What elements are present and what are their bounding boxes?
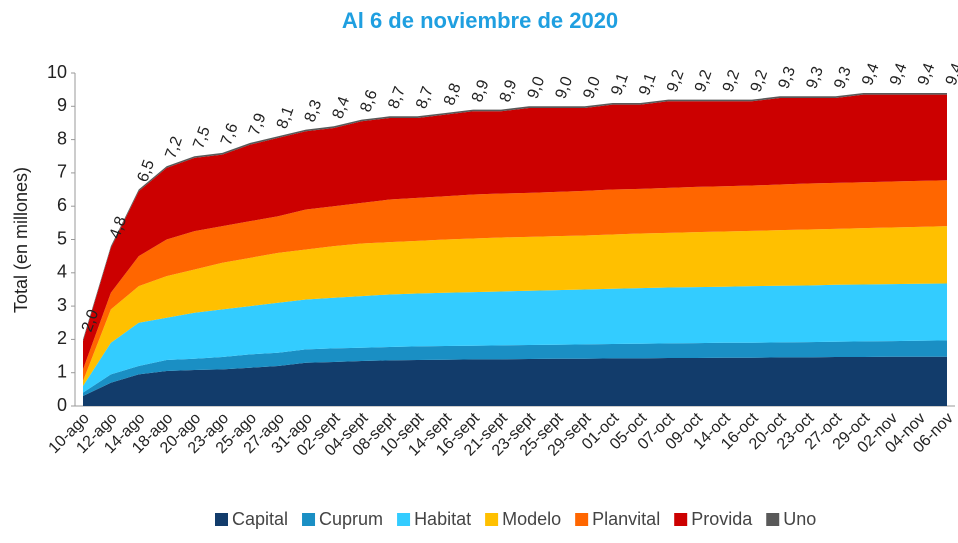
legend-swatch: [674, 513, 688, 526]
total-label: 9,3: [776, 64, 800, 91]
y-tick-label: 2: [57, 328, 67, 348]
total-label: 4,8: [107, 214, 131, 241]
legend-label: Provida: [691, 509, 753, 529]
total-label: 9,4: [887, 61, 911, 88]
total-label: 9,4: [943, 61, 958, 88]
legend-label: Capital: [232, 509, 288, 529]
legend-label: Cuprum: [319, 509, 383, 529]
legend-label: Habitat: [414, 509, 471, 529]
y-tick-label: 6: [57, 195, 67, 215]
legend-swatch: [397, 513, 411, 526]
y-tick-label: 10: [47, 62, 67, 82]
total-label: 9,1: [636, 71, 660, 98]
total-label: 7,9: [246, 111, 270, 138]
legend-label: Planvital: [592, 509, 660, 529]
total-label: 9,3: [803, 64, 827, 91]
total-label: 9,0: [525, 74, 549, 101]
area: [83, 94, 947, 370]
y-tick-label: 4: [57, 262, 67, 282]
total-label: 9,2: [664, 68, 688, 95]
total-label: 8,3: [302, 98, 326, 125]
total-label: 7,6: [218, 121, 242, 148]
total-label: 9,0: [553, 74, 577, 101]
total-label: 8,4: [330, 94, 354, 121]
total-label: 8,6: [357, 88, 381, 115]
total-label: 8,1: [274, 104, 298, 131]
y-tick-label: 7: [57, 162, 67, 182]
legend-label: Uno: [783, 509, 816, 529]
y-tick-label: 9: [57, 95, 67, 115]
total-label: 8,7: [413, 84, 437, 111]
total-label: 8,9: [497, 78, 521, 105]
legend-swatch: [215, 513, 228, 526]
legend-swatch: [485, 513, 499, 526]
legend-label: Modelo: [502, 509, 561, 529]
area: [83, 180, 947, 382]
area: [83, 356, 947, 406]
y-tick-label: 5: [57, 228, 67, 248]
total-label: 6,5: [134, 158, 158, 185]
area: [83, 340, 947, 397]
legend-swatch: [766, 513, 780, 526]
total-label: 9,4: [859, 61, 883, 88]
y-tick-label: 8: [57, 128, 67, 148]
total-label: 9,2: [720, 68, 744, 95]
total-label: 7,5: [190, 124, 214, 151]
legend-swatch: [575, 513, 589, 526]
total-label: 8,8: [441, 81, 465, 108]
total-label: 2,0: [79, 307, 103, 334]
total-label: 7,2: [162, 134, 186, 161]
total-label: 9,1: [608, 71, 632, 98]
total-label: 9,4: [915, 61, 939, 88]
total-label: 9,0: [580, 74, 604, 101]
y-tick-label: 3: [57, 295, 67, 315]
total-label: 9,2: [692, 68, 716, 95]
legend-swatch: [302, 513, 316, 526]
y-tick-label: 1: [57, 361, 67, 381]
total-label: 9,3: [831, 64, 855, 91]
total-label: 8,9: [469, 78, 493, 105]
area: [83, 226, 947, 387]
y-axis-label: Total (en millones): [11, 167, 31, 313]
area: [83, 283, 947, 393]
y-tick-label: 0: [57, 395, 67, 415]
total-label: 8,7: [385, 84, 409, 111]
total-label: 9,2: [748, 68, 772, 95]
chart-title: Al 6 de noviembre de 2020: [342, 8, 618, 33]
